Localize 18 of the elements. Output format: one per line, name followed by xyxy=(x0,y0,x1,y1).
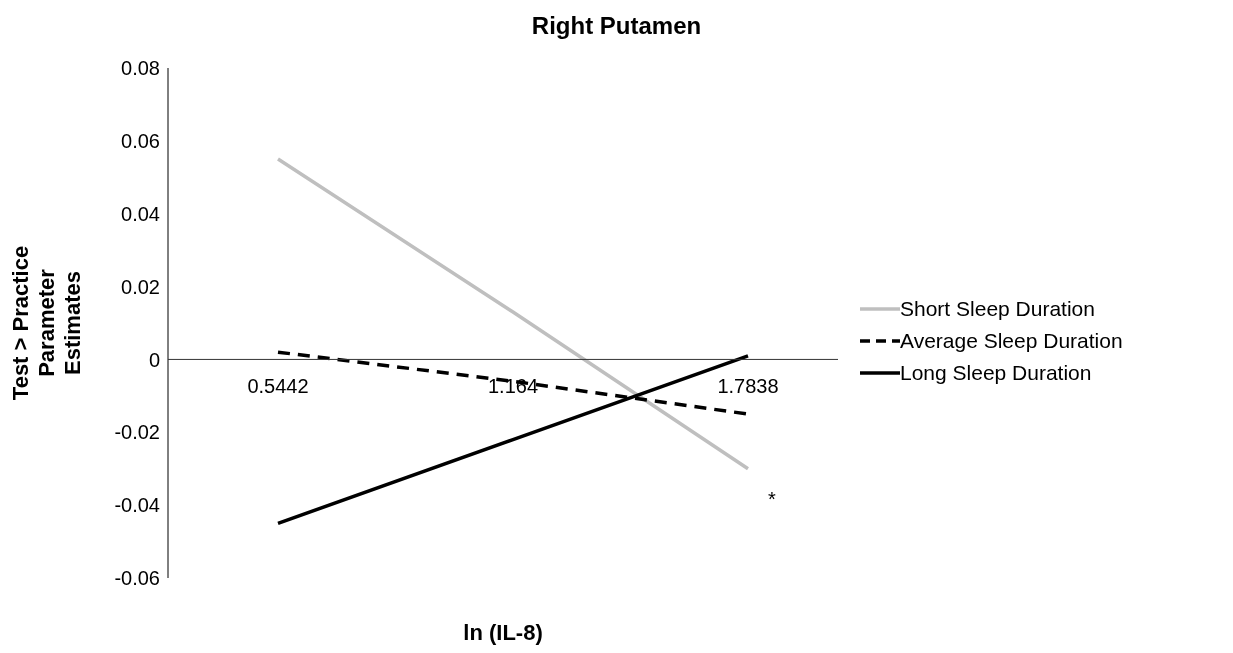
legend-label: Short Sleep Duration xyxy=(900,297,1095,321)
y-axis-title: Test > Practice Parameter Estimates xyxy=(8,244,86,403)
chart-title: Right Putamen xyxy=(530,12,703,40)
y-tick-label: 0.06 xyxy=(121,129,160,152)
x-axis-title: ln (IL-8) xyxy=(462,620,544,646)
y-tick-label: -0.06 xyxy=(114,567,160,590)
y-tick-label: 0 xyxy=(148,348,160,371)
x-tick-label: 0.5442 xyxy=(247,375,309,398)
y-tick-label: 0.08 xyxy=(121,57,160,80)
legend-label: Long Sleep Duration xyxy=(900,361,1092,385)
legend-label: Average Sleep Duration xyxy=(900,329,1123,353)
y-tick-label: -0.04 xyxy=(114,494,160,517)
y-tick-label: 0.02 xyxy=(121,275,160,298)
y-tick-label: -0.02 xyxy=(114,421,160,444)
annotation: * xyxy=(768,488,776,511)
x-tick-label: 1.7838 xyxy=(717,375,779,398)
y-tick-label: 0.04 xyxy=(121,202,160,225)
x-tick-label: 1.164 xyxy=(487,375,539,398)
